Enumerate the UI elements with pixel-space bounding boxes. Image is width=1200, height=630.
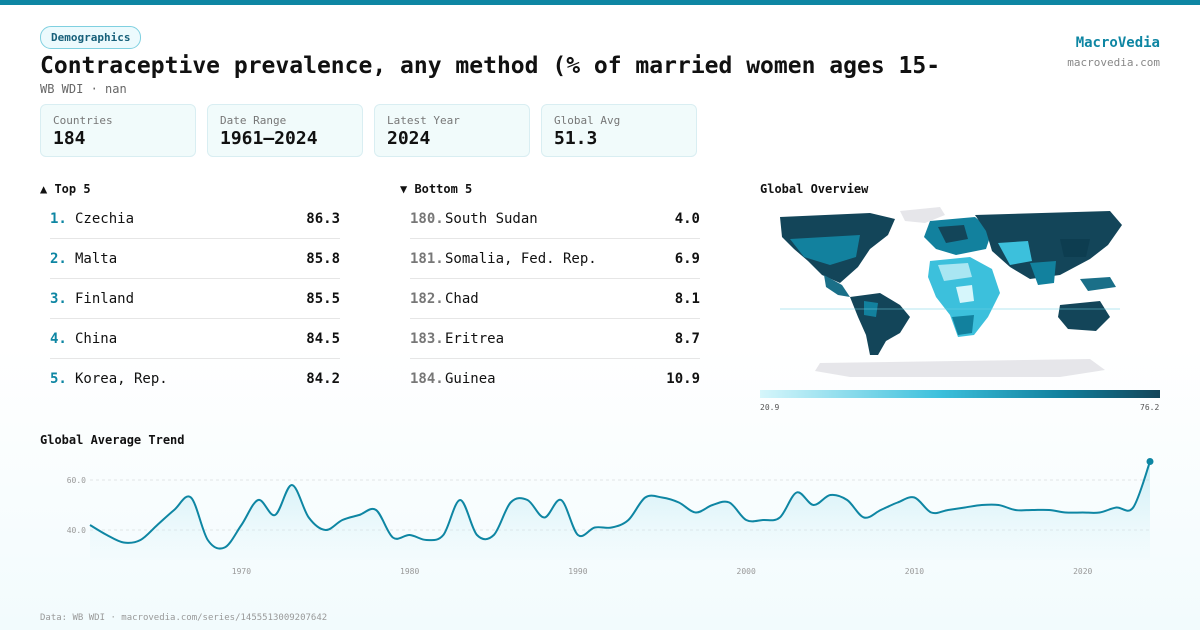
- rank-number: 182.: [410, 291, 444, 307]
- stat-label: Global Avg: [554, 114, 621, 127]
- country-name: Guinea: [445, 371, 496, 387]
- page-title: Contraceptive prevalence, any method (% …: [40, 53, 941, 79]
- top5-heading: ▲ Top 5: [40, 182, 91, 196]
- country-value: 8.7: [674, 331, 700, 347]
- brand-url[interactable]: macrovedia.com: [1067, 56, 1160, 69]
- rank-number: 184.: [410, 371, 444, 387]
- list-item[interactable]: 5. Korea, Rep. 84.2: [50, 359, 340, 399]
- x-tick-label: 2020: [1073, 567, 1092, 576]
- stat-value: 1961–2024: [220, 128, 318, 149]
- list-item[interactable]: 1. Czechia 86.3: [50, 199, 340, 239]
- x-tick-label: 1990: [568, 567, 587, 576]
- asia-region[interactable]: [975, 211, 1122, 285]
- y-tick-label: 40.0: [67, 526, 86, 535]
- category-tag[interactable]: Demographics: [40, 26, 142, 49]
- page-subtitle: WB WDI · nan: [40, 82, 127, 96]
- latest-value-label: 67.4: [1138, 455, 1162, 456]
- rank-number: 183.: [410, 331, 444, 347]
- country-name: Korea, Rep.: [75, 371, 168, 387]
- list-item[interactable]: 181. Somalia, Fed. Rep. 6.9: [410, 239, 700, 279]
- y-tick-label: 60.0: [67, 476, 86, 485]
- x-tick-label: 2010: [905, 567, 924, 576]
- rank-number: 180.: [410, 211, 444, 227]
- trend-line: [89, 461, 1151, 550]
- country-name: China: [75, 331, 118, 347]
- stat-card-date-range: Date Range 1961–2024: [207, 104, 363, 157]
- rank-number: 1.: [50, 211, 67, 227]
- trend-chart[interactable]: 40.0 60.0 1970 1980 1990 2000 2010 2020 67.4: [40, 455, 1170, 585]
- scale-min-label: 20.9: [760, 403, 780, 412]
- stat-value: 51.3: [554, 128, 598, 149]
- bottom5-heading: ▼ Bottom 5: [400, 182, 473, 196]
- rank-number: 2.: [50, 251, 67, 267]
- list-item[interactable]: 180. South Sudan 4.0: [410, 199, 700, 239]
- rank-number: 4.: [50, 331, 67, 347]
- country-value: 6.9: [674, 251, 700, 267]
- country-name: Finland: [75, 291, 135, 307]
- country-name: Czechia: [75, 211, 135, 227]
- no-data-regions: [815, 207, 1105, 377]
- stat-card-countries: Countries 184: [40, 104, 196, 157]
- country-value: 8.1: [674, 291, 700, 307]
- trend-heading: Global Average Trend: [40, 433, 185, 447]
- x-tick-label: 2000: [737, 567, 756, 576]
- list-item[interactable]: 182. Chad 8.1: [410, 279, 700, 319]
- country-value: 10.9: [666, 371, 700, 387]
- stat-card-global-avg: Global Avg 51.3: [541, 104, 697, 157]
- rank-number: 181.: [410, 251, 444, 267]
- list-item[interactable]: 2. Malta 85.8: [50, 239, 340, 279]
- world-choropleth-map[interactable]: [760, 205, 1160, 385]
- country-value: 86.3: [306, 211, 340, 227]
- country-name: Chad: [445, 291, 479, 307]
- rank-number: 3.: [50, 291, 67, 307]
- africa-region[interactable]: [928, 257, 1000, 337]
- stat-card-latest-year: Latest Year 2024: [374, 104, 530, 157]
- stat-label: Countries: [53, 114, 113, 127]
- rank-number: 5.: [50, 371, 67, 387]
- country-value: 85.8: [306, 251, 340, 267]
- country-name: Malta: [75, 251, 118, 267]
- stat-value: 2024: [387, 128, 431, 149]
- country-name: South Sudan: [445, 211, 538, 227]
- top-accent-bar: [0, 0, 1200, 5]
- list-item[interactable]: 184. Guinea 10.9: [410, 359, 700, 399]
- stat-label: Latest Year: [387, 114, 460, 127]
- country-value: 4.0: [674, 211, 700, 227]
- list-item[interactable]: 3. Finland 85.5: [50, 279, 340, 319]
- x-tick-label: 1980: [400, 567, 419, 576]
- country-name: Eritrea: [445, 331, 505, 347]
- map-color-scale: [760, 390, 1160, 398]
- europe-region[interactable]: [924, 217, 992, 255]
- stat-label: Date Range: [220, 114, 287, 127]
- trend-area: [90, 461, 1150, 560]
- list-item[interactable]: 183. Eritrea 8.7: [410, 319, 700, 359]
- country-value: 85.5: [306, 291, 340, 307]
- country-value: 84.5: [306, 331, 340, 347]
- x-tick-label: 1970: [232, 567, 251, 576]
- country-name: Somalia, Fed. Rep.: [445, 251, 597, 267]
- latest-point: [1146, 458, 1154, 465]
- scale-max-label: 76.2: [1140, 403, 1160, 412]
- list-item[interactable]: 4. China 84.5: [50, 319, 340, 359]
- map-heading: Global Overview: [760, 182, 869, 196]
- oceania-region[interactable]: [1058, 277, 1116, 331]
- footer-source: Data: WB WDI · macrovedia.com/series/145…: [40, 613, 328, 623]
- brand-name[interactable]: MacroVedia: [1075, 35, 1160, 51]
- north-america-region[interactable]: [780, 213, 895, 297]
- stat-value: 184: [53, 128, 86, 149]
- south-america-region[interactable]: [850, 293, 910, 355]
- country-value: 84.2: [306, 371, 340, 387]
